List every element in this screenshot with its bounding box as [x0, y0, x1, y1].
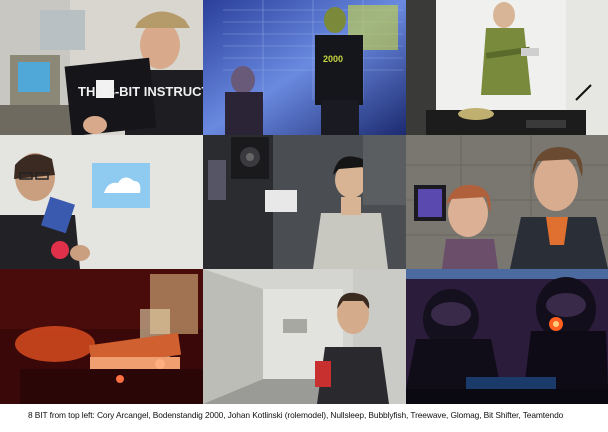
- photo-cory-arcangel: THE 8-BIT INSTRUCTION S: [0, 0, 203, 135]
- photo-bodenstandig-2000: 2000: [203, 0, 406, 135]
- photo-johan-kotlinski: [406, 0, 608, 135]
- photo-caption: 8 BIT from top left: Cory Arcangel, Bode…: [28, 410, 564, 420]
- photo-bubblyfish: [203, 135, 406, 269]
- photo-nullsleep: [0, 135, 203, 269]
- shirt-text: 2000: [323, 54, 343, 64]
- photo-treewave: [406, 135, 608, 269]
- sign-text: THE 8-BIT INSTRUCTION S: [78, 84, 203, 99]
- photo-collage: THE 8-BIT INSTRUCTION S: [0, 0, 608, 404]
- photo-bit-shifter: [203, 269, 406, 404]
- photo-teamtendo: [406, 269, 608, 404]
- photo-glomag: [0, 269, 203, 404]
